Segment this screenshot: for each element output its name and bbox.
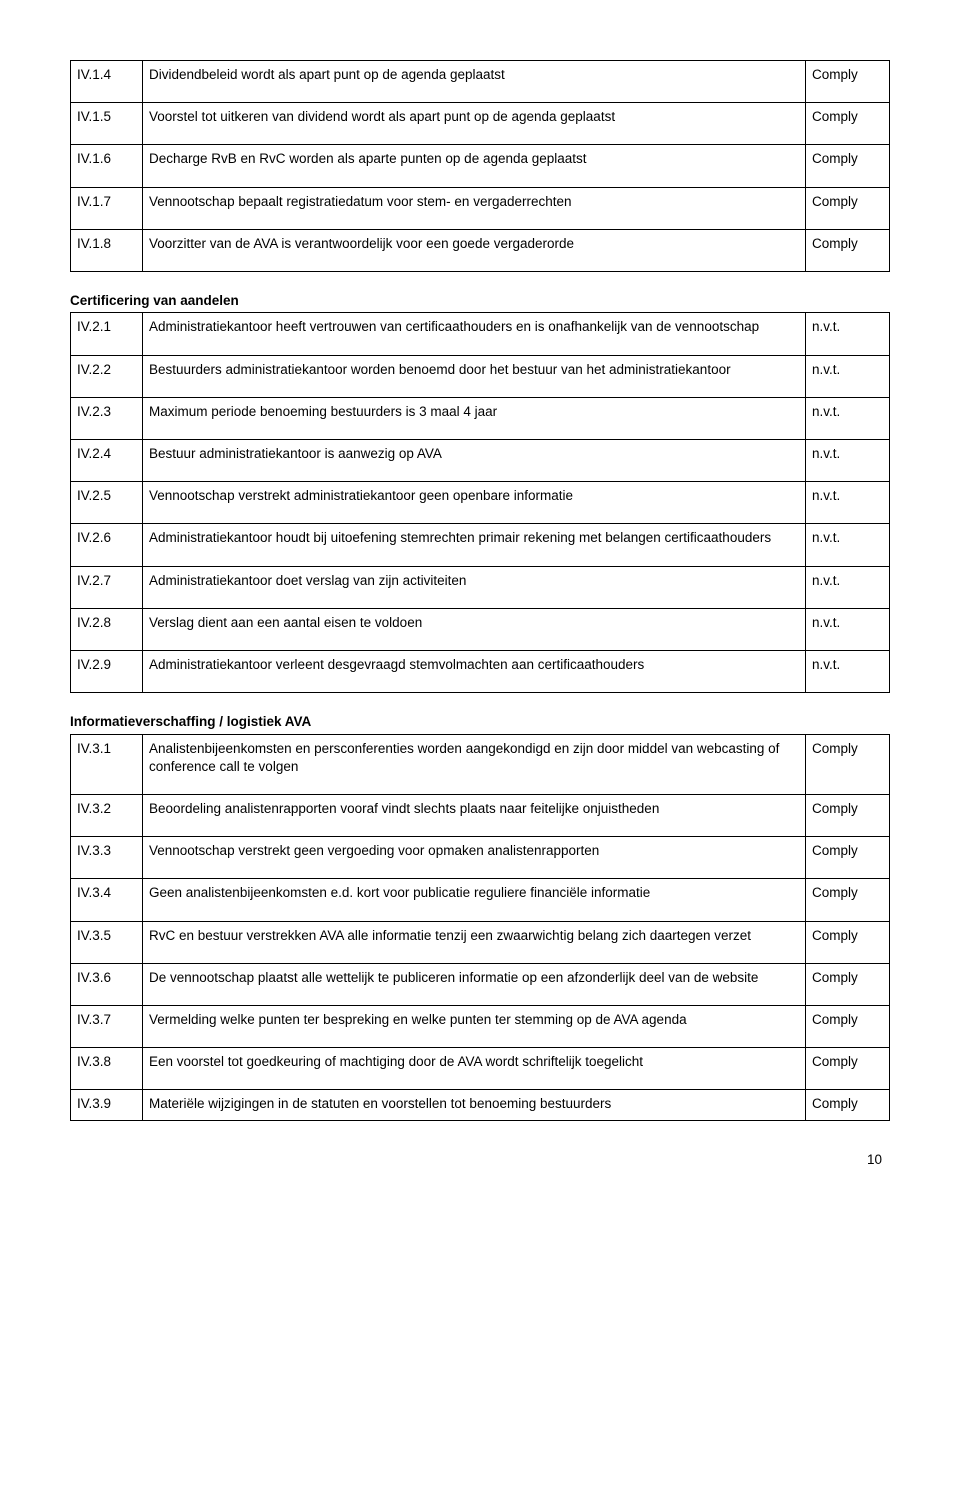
code-cell: IV.2.5 xyxy=(71,482,143,524)
desc-cell: Bestuurders administratiekantoor worden … xyxy=(143,355,806,397)
status-cell: Comply xyxy=(806,837,890,879)
status-cell: Comply xyxy=(806,963,890,1005)
status-cell: n.v.t. xyxy=(806,397,890,439)
desc-cell: Een voorstel tot goedkeuring of machtigi… xyxy=(143,1048,806,1090)
code-cell: IV.2.7 xyxy=(71,566,143,608)
desc-cell: Vermelding welke punten ter bespreking e… xyxy=(143,1006,806,1048)
code-cell: IV.1.6 xyxy=(71,145,143,187)
code-cell: IV.1.5 xyxy=(71,103,143,145)
status-cell: Comply xyxy=(806,734,890,794)
status-cell: n.v.t. xyxy=(806,313,890,355)
code-cell: IV.1.4 xyxy=(71,61,143,103)
status-cell: Comply xyxy=(806,103,890,145)
table-row: IV.3.6 De vennootschap plaatst alle wett… xyxy=(71,963,890,1005)
code-cell: IV.1.7 xyxy=(71,187,143,229)
table-row: IV.1.5 Voorstel tot uitkeren van dividen… xyxy=(71,103,890,145)
desc-cell: Vennootschap bepaalt registratiedatum vo… xyxy=(143,187,806,229)
desc-cell: Administratiekantoor doet verslag van zi… xyxy=(143,566,806,608)
table-row: IV.2.1 Administratiekantoor heeft vertro… xyxy=(71,313,890,355)
code-cell: IV.2.4 xyxy=(71,439,143,481)
code-cell: IV.2.2 xyxy=(71,355,143,397)
status-cell: n.v.t. xyxy=(806,355,890,397)
table-row: IV.2.7 Administratiekantoor doet verslag… xyxy=(71,566,890,608)
status-cell: Comply xyxy=(806,921,890,963)
code-cell: IV.2.6 xyxy=(71,524,143,566)
table-section-c: IV.3.1 Analistenbijeenkomsten en perscon… xyxy=(70,734,890,1121)
code-cell: IV.2.3 xyxy=(71,397,143,439)
table-section-a: IV.1.4 Dividendbeleid wordt als apart pu… xyxy=(70,60,890,272)
status-cell: n.v.t. xyxy=(806,524,890,566)
status-cell: n.v.t. xyxy=(806,482,890,524)
table-row: IV.2.5 Vennootschap verstrekt administra… xyxy=(71,482,890,524)
code-cell: IV.3.8 xyxy=(71,1048,143,1090)
table-row: IV.2.3 Maximum periode benoeming bestuur… xyxy=(71,397,890,439)
table-row: IV.3.7 Vermelding welke punten ter bespr… xyxy=(71,1006,890,1048)
desc-cell: Administratiekantoor heeft vertrouwen va… xyxy=(143,313,806,355)
desc-cell: Voorzitter van de AVA is verantwoordelij… xyxy=(143,229,806,271)
page-number: 10 xyxy=(70,1151,890,1169)
status-cell: Comply xyxy=(806,61,890,103)
desc-cell: Decharge RvB en RvC worden als aparte pu… xyxy=(143,145,806,187)
desc-cell: Maximum periode benoeming bestuurders is… xyxy=(143,397,806,439)
code-cell: IV.3.6 xyxy=(71,963,143,1005)
desc-cell: Verslag dient aan een aantal eisen te vo… xyxy=(143,608,806,650)
desc-cell: Analistenbijeenkomsten en persconferenti… xyxy=(143,734,806,794)
status-cell: Comply xyxy=(806,879,890,921)
code-cell: IV.3.2 xyxy=(71,794,143,836)
desc-cell: Beoordeling analistenrapporten vooraf vi… xyxy=(143,794,806,836)
desc-cell: Administratiekantoor houdt bij uitoefeni… xyxy=(143,524,806,566)
desc-cell: Materiële wijzigingen in de statuten en … xyxy=(143,1090,806,1120)
desc-cell: Administratiekantoor verleent desgevraag… xyxy=(143,651,806,693)
status-cell: Comply xyxy=(806,187,890,229)
table-row: IV.3.4 Geen analistenbijeenkomsten e.d. … xyxy=(71,879,890,921)
desc-cell: Dividendbeleid wordt als apart punt op d… xyxy=(143,61,806,103)
code-cell: IV.2.1 xyxy=(71,313,143,355)
section-title-certificering: Certificering van aandelen xyxy=(70,292,890,310)
desc-cell: Voorstel tot uitkeren van dividend wordt… xyxy=(143,103,806,145)
code-cell: IV.3.5 xyxy=(71,921,143,963)
code-cell: IV.3.4 xyxy=(71,879,143,921)
code-cell: IV.3.9 xyxy=(71,1090,143,1120)
code-cell: IV.3.1 xyxy=(71,734,143,794)
table-row: IV.1.6 Decharge RvB en RvC worden als ap… xyxy=(71,145,890,187)
code-cell: IV.3.3 xyxy=(71,837,143,879)
table-row: IV.3.8 Een voorstel tot goedkeuring of m… xyxy=(71,1048,890,1090)
desc-cell: RvC en bestuur verstrekken AVA alle info… xyxy=(143,921,806,963)
desc-cell: Vennootschap verstrekt geen vergoeding v… xyxy=(143,837,806,879)
code-cell: IV.1.8 xyxy=(71,229,143,271)
table-row: IV.3.3 Vennootschap verstrekt geen vergo… xyxy=(71,837,890,879)
status-cell: Comply xyxy=(806,229,890,271)
status-cell: n.v.t. xyxy=(806,651,890,693)
table-row: IV.2.9 Administratiekantoor verleent des… xyxy=(71,651,890,693)
table-row: IV.1.8 Voorzitter van de AVA is verantwo… xyxy=(71,229,890,271)
desc-cell: Geen analistenbijeenkomsten e.d. kort vo… xyxy=(143,879,806,921)
table-row: IV.3.2 Beoordeling analistenrapporten vo… xyxy=(71,794,890,836)
status-cell: Comply xyxy=(806,1048,890,1090)
table-row: IV.2.6 Administratiekantoor houdt bij ui… xyxy=(71,524,890,566)
code-cell: IV.3.7 xyxy=(71,1006,143,1048)
status-cell: n.v.t. xyxy=(806,566,890,608)
status-cell: Comply xyxy=(806,794,890,836)
table-row: IV.1.7 Vennootschap bepaalt registratied… xyxy=(71,187,890,229)
table-row: IV.3.5 RvC en bestuur verstrekken AVA al… xyxy=(71,921,890,963)
code-cell: IV.2.8 xyxy=(71,608,143,650)
table-row: IV.2.2 Bestuurders administratiekantoor … xyxy=(71,355,890,397)
table-row: IV.3.1 Analistenbijeenkomsten en perscon… xyxy=(71,734,890,794)
table-row: IV.2.4 Bestuur administratiekantoor is a… xyxy=(71,439,890,481)
desc-cell: Vennootschap verstrekt administratiekant… xyxy=(143,482,806,524)
code-cell: IV.2.9 xyxy=(71,651,143,693)
status-cell: Comply xyxy=(806,1006,890,1048)
desc-cell: De vennootschap plaatst alle wettelijk t… xyxy=(143,963,806,1005)
table-row: IV.1.4 Dividendbeleid wordt als apart pu… xyxy=(71,61,890,103)
status-cell: Comply xyxy=(806,1090,890,1120)
table-row: IV.3.9 Materiële wijzigingen in de statu… xyxy=(71,1090,890,1120)
table-section-b: IV.2.1 Administratiekantoor heeft vertro… xyxy=(70,312,890,693)
table-row: IV.2.8 Verslag dient aan een aantal eise… xyxy=(71,608,890,650)
status-cell: Comply xyxy=(806,145,890,187)
section-title-informatieverschaffing: Informatieverschaffing / logistiek AVA xyxy=(70,713,890,731)
desc-cell: Bestuur administratiekantoor is aanwezig… xyxy=(143,439,806,481)
status-cell: n.v.t. xyxy=(806,608,890,650)
status-cell: n.v.t. xyxy=(806,439,890,481)
